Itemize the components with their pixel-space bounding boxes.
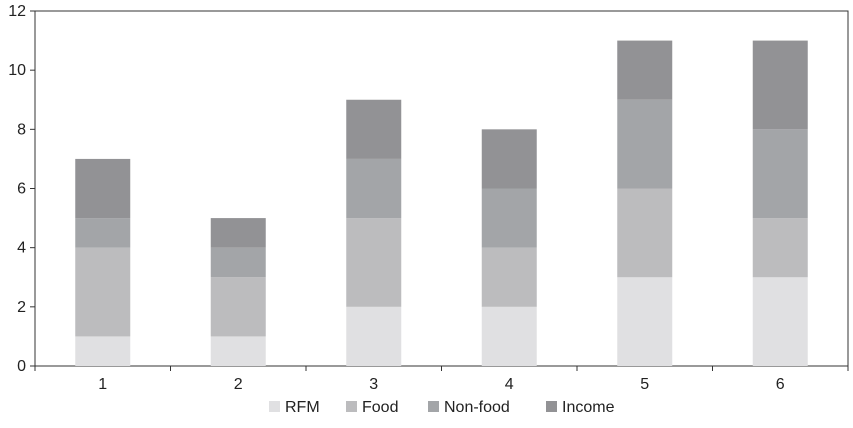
legend-label-non-food: Non-food: [444, 399, 510, 416]
x-axis: 1 2 3 4 5 6: [34, 366, 849, 393]
bar-segment-non-food-2: [210, 247, 266, 278]
plot-border: [34, 10, 849, 367]
bar-segment-non-food-3: [346, 158, 402, 219]
bar-segment-non-food-1: [75, 218, 131, 248]
x-tick-label: 5: [640, 376, 649, 393]
bars-group: [75, 40, 808, 366]
bar-segment-food-4: [481, 247, 537, 307]
legend: RFM Food Non-food Income: [269, 399, 615, 416]
x-tick-label: 3: [369, 376, 378, 393]
bar-segment-food-5: [617, 188, 673, 278]
y-tick-label: 10: [8, 62, 26, 79]
bar-segment-income-2: [210, 218, 266, 248]
bar-segment-rfm-5: [617, 277, 673, 366]
y-tick-label: 8: [17, 121, 26, 138]
bar-segment-non-food-5: [617, 99, 673, 189]
bar-segment-rfm-6: [752, 277, 808, 366]
legend-swatch-food: [346, 401, 357, 412]
legend-label-food: Food: [362, 399, 398, 416]
bar-segment-rfm-1: [75, 336, 131, 366]
y-tick-label: 2: [17, 299, 26, 316]
y-tick-label: 0: [17, 358, 26, 375]
bar-segment-rfm-4: [481, 306, 537, 366]
bar-segment-income-1: [75, 158, 131, 219]
bar-segment-food-6: [752, 218, 808, 278]
bar-segment-rfm-2: [210, 336, 266, 366]
y-tick-label: 4: [17, 240, 26, 257]
x-tick-label: 4: [505, 376, 514, 393]
bar-segment-non-food-6: [752, 129, 808, 219]
x-tick-label: 1: [98, 376, 107, 393]
y-tick-label: 12: [8, 3, 26, 20]
legend-swatch-income: [546, 401, 557, 412]
legend-swatch-rfm: [269, 401, 280, 412]
bar-segment-income-6: [752, 40, 808, 130]
bar-segment-income-3: [346, 99, 402, 159]
legend-label-income: Income: [562, 399, 615, 416]
plot-frame: [34, 10, 849, 367]
bar-segment-income-4: [481, 129, 537, 189]
legend-swatch-non-food: [428, 401, 439, 412]
x-tick-label: 2: [234, 376, 243, 393]
x-tick-label: 6: [776, 376, 785, 393]
bar-segment-food-3: [346, 218, 402, 307]
bar-segment-income-5: [617, 40, 673, 100]
y-tick-label: 6: [17, 181, 26, 198]
bar-segment-food-1: [75, 247, 131, 337]
legend-label-rfm: RFM: [285, 399, 320, 416]
bar-segment-rfm-3: [346, 306, 402, 366]
bar-segment-food-2: [210, 277, 266, 337]
bar-segment-non-food-4: [481, 188, 537, 248]
y-axis: 0 2 4 6 8 10 12: [8, 3, 35, 375]
